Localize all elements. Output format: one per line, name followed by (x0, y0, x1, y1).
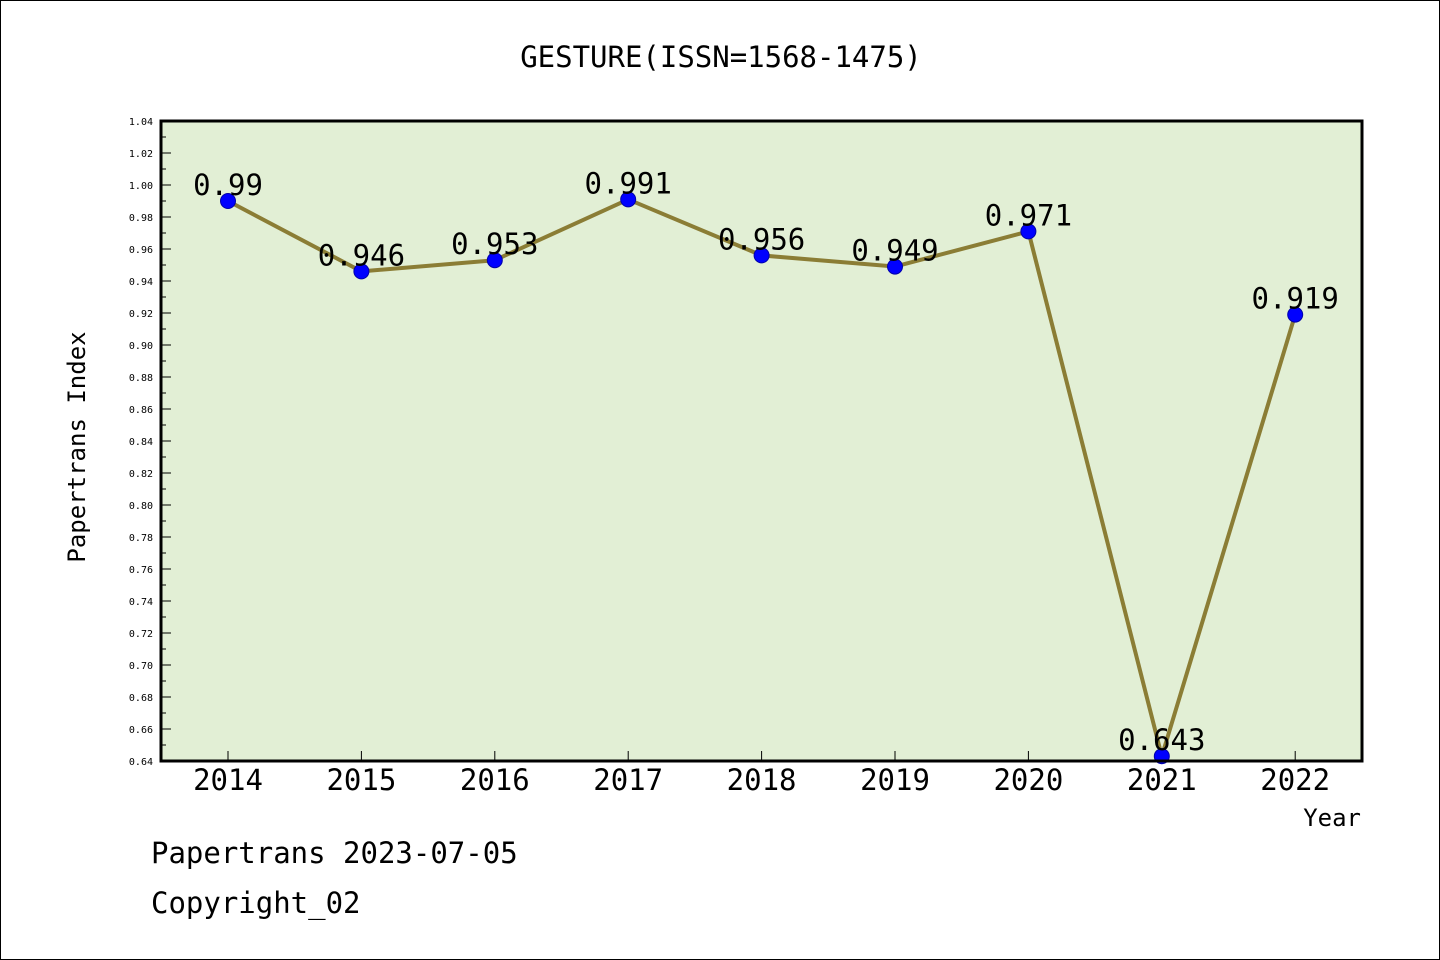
x-axis-title: Year (1303, 804, 1361, 832)
x-tick-label: 2014 (193, 763, 263, 797)
x-tick-label: 2016 (460, 763, 530, 797)
data-label: 0.949 (851, 234, 938, 268)
chart-title: GESTURE(ISSN=1568-1475) (520, 40, 922, 74)
data-label: 0.991 (585, 166, 672, 200)
data-point-marker (486, 252, 503, 269)
y-tick-label: 1.04 (129, 117, 153, 128)
y-tick-label: 0.96 (129, 245, 153, 256)
data-label: 0.99 (193, 168, 263, 202)
y-tick-label: 0.90 (129, 341, 153, 352)
x-tick-label: 2018 (727, 763, 797, 797)
y-tick-label: 0.80 (129, 501, 153, 512)
data-point-marker (887, 258, 903, 275)
data-label: 0.956 (718, 222, 805, 256)
data-point-marker (353, 263, 370, 280)
data-point-marker (1020, 223, 1037, 240)
y-tick-label: 0.88 (129, 373, 153, 384)
plot-frame (159, 119, 1364, 763)
x-tick-label: 2015 (326, 763, 396, 797)
y-tick-label: 0.72 (129, 629, 153, 640)
data-label: 0.919 (1252, 282, 1339, 316)
y-tick-label: 1.00 (129, 181, 153, 192)
y-tick-label: 0.78 (129, 533, 153, 544)
data-label-group: 0.99 0.946 0.953 0.991 0.956 0.949 0.971 0.643 0… (193, 166, 1339, 757)
y-tick-label: 0.94 (129, 277, 153, 288)
data-point-marker (220, 193, 236, 209)
y-tick-label: 0.74 (129, 597, 153, 608)
x-tick-label: 2020 (993, 763, 1063, 797)
y-tick-label: 0.66 (129, 725, 153, 736)
data-label: 0.953 (451, 227, 538, 261)
y-tick-label: 0.84 (129, 437, 153, 448)
data-point-marker (1287, 306, 1304, 323)
data-label: 0.971 (985, 198, 1072, 232)
y-tick-label: 1.02 (129, 149, 153, 160)
y-tick-label: 0.82 (129, 469, 153, 480)
footer-copyright-text: Copyright_02 (151, 886, 361, 920)
data-point-marker (753, 247, 770, 264)
data-point-marker (620, 191, 637, 208)
data-label: 0.643 (1118, 723, 1205, 757)
y-tick-label: 0.86 (129, 405, 153, 416)
x-axis: 2014 2015 2016 2017 2018 2019 2020 2021 2022 (193, 751, 1330, 797)
y-tick-label: 0.92 (129, 309, 153, 320)
footer-date-text: Papertrans 2023-07-05 (151, 836, 518, 870)
x-tick-label: 2021 (1127, 763, 1197, 797)
y-tick-label: 0.76 (129, 565, 153, 576)
y-tick-label: 0.98 (129, 213, 153, 224)
x-tick-label: 2019 (860, 763, 930, 797)
y-tick-label: 0.68 (129, 693, 153, 704)
y-axis: 0.64 0.66 0.68 0.70 0.72 0.74 0.76 0.78 0.80 0.82… (129, 117, 171, 768)
y-tick-label: 0.64 (129, 757, 153, 768)
plot-area (161, 121, 1362, 761)
y-tick-label: 0.70 (129, 661, 153, 672)
x-tick-label: 2022 (1260, 763, 1330, 797)
x-tick-label: 2017 (593, 763, 663, 797)
y-axis-title: Papertrans Index (63, 331, 91, 562)
series-line-group (220, 191, 1304, 765)
data-label: 0.946 (318, 238, 405, 272)
